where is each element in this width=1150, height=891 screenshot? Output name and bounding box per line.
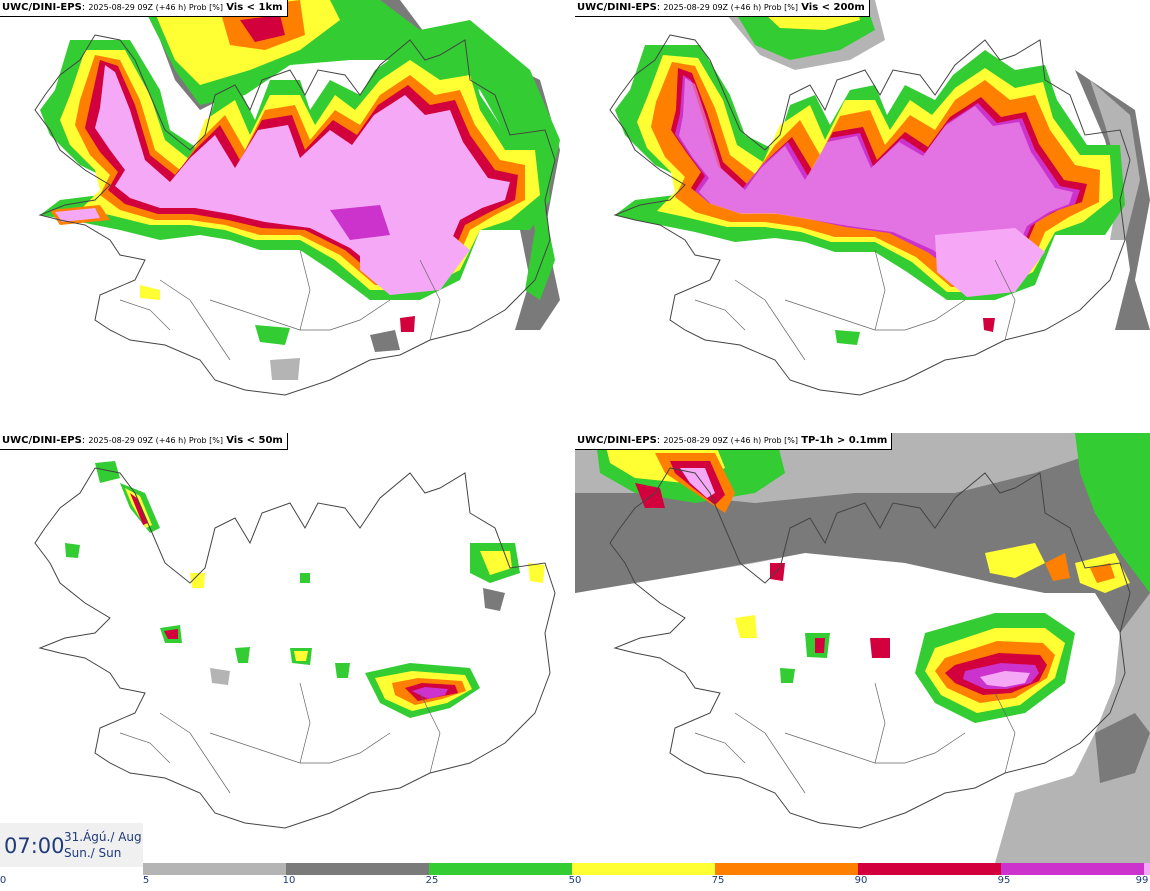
variable-name: Vis < 200m: [801, 2, 865, 13]
colorbar-bin: [1144, 863, 1150, 875]
colorbar-tick-label: 25: [425, 875, 439, 886]
run-info: 2025-08-29 09Z (+46 h) Prob [%]: [663, 436, 799, 445]
colorbar-tick-label: 90: [854, 875, 868, 886]
model-name: UWC/DINI-EPS: [2, 435, 82, 446]
map-panel-vis-50m: UWC/DINI-EPS: 2025-08-29 09Z (+46 h) Pro…: [0, 433, 575, 863]
panel-title: UWC/DINI-EPS: 2025-08-29 09Z (+46 h) Pro…: [575, 433, 893, 450]
vis-200m-map: [575, 0, 1150, 430]
model-name: UWC/DINI-EPS: [577, 435, 657, 446]
colorbar-tick-label: 75: [711, 875, 725, 886]
tp-1h-map: [575, 433, 1150, 863]
colorbar-bin: [143, 863, 287, 875]
map-panel-vis-1km: UWC/DINI-EPS: 2025-08-29 09Z (+46 h) Pro…: [0, 0, 575, 430]
colorbar-tick-label: 0: [0, 875, 7, 886]
colorbar-bin: [715, 863, 859, 875]
model-name: UWC/DINI-EPS: [2, 2, 82, 13]
valid-day: Sun./ Sun: [64, 846, 122, 860]
valid-time: 07:00: [4, 834, 65, 858]
colorbar-tick-label: 99: [1135, 875, 1149, 886]
colorbar-bin: [286, 863, 430, 875]
panel-title: UWC/DINI-EPS: 2025-08-29 09Z (+46 h) Pro…: [0, 433, 288, 450]
map-panel-tp-1h: UWC/DINI-EPS: 2025-08-29 09Z (+46 h) Pro…: [575, 433, 1150, 863]
variable-name: Vis < 50m: [226, 435, 283, 446]
colorbar-bin: [1001, 863, 1145, 875]
colorbar-bin: [572, 863, 716, 875]
colorbar-bin: [429, 863, 573, 875]
colorbar-tick-label: 50: [568, 875, 582, 886]
colorbar-tick-label: 95: [997, 875, 1011, 886]
valid-date: 31.Ágú./ Aug: [64, 830, 142, 844]
variable-name: Vis < 1km: [226, 2, 283, 13]
run-info: 2025-08-29 09Z (+46 h) Prob [%]: [88, 3, 224, 12]
probability-colorbar: [0, 863, 1150, 891]
colorbar-tick-label: 5: [142, 875, 150, 886]
panel-title: UWC/DINI-EPS: 2025-08-29 09Z (+46 h) Pro…: [0, 0, 288, 17]
colorbar-bin: [858, 863, 1002, 875]
run-info: 2025-08-29 09Z (+46 h) Prob [%]: [663, 3, 799, 12]
valid-time-box: 07:00 31.Ágú./ Aug Sun./ Sun: [0, 823, 143, 867]
panel-title: UWC/DINI-EPS: 2025-08-29 09Z (+46 h) Pro…: [575, 0, 870, 17]
colorbar-bins: [143, 863, 1150, 875]
vis-1km-map: [0, 0, 560, 430]
colorbar-tick-label: 10: [282, 875, 296, 886]
model-name: UWC/DINI-EPS: [577, 2, 657, 13]
vis-50m-map: [0, 461, 575, 863]
variable-name: TP-1h > 0.1mm: [801, 435, 888, 446]
run-info: 2025-08-29 09Z (+46 h) Prob [%]: [88, 436, 224, 445]
map-panel-vis-200m: UWC/DINI-EPS: 2025-08-29 09Z (+46 h) Pro…: [575, 0, 1150, 430]
